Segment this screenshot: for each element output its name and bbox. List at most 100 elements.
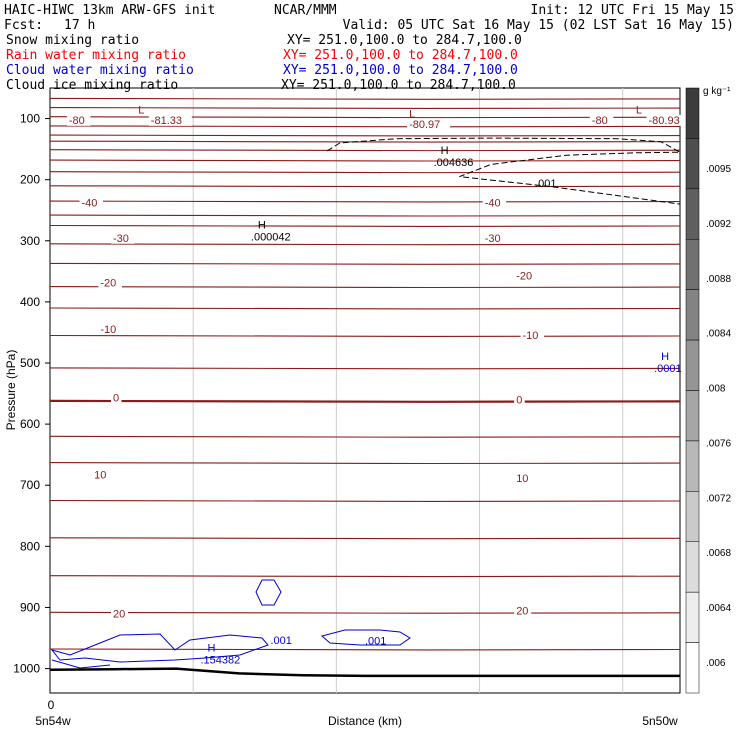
colorbar-swatch [685,87,700,139]
isotherm-label: -20 [100,277,116,289]
y-tick-label: 400 [20,295,40,309]
colorbar-label: .006 [706,658,726,669]
y-tick-label: 100 [20,112,40,126]
x-endpoint-left: 5n54w [35,714,71,728]
isotherm-line [49,214,681,217]
isotherm-line [49,575,681,578]
extremum-value: .0001 [654,363,682,375]
y-tick-label: 1000 [13,662,40,676]
isotherm-label-bg [482,232,507,244]
isotherm-label: 10 [94,469,106,481]
colorbar-label: .008 [706,384,726,395]
y-tick-label: 800 [20,539,40,553]
legend-range: XY= 251.0,100.0 to 284.7,100.0 [283,48,518,63]
org-label: NCAR/MMM [274,3,337,18]
isotherm-line [49,462,681,465]
temperature-contours: -80 -81.33 -80.97 -80 -80.93 -40 -40 -30 -30 -20 -… [49,97,690,651]
extremum-marker: L [636,105,642,117]
valid-time: Valid: 05 UTC Sat 16 May 15 (02 LST Sat … [343,18,734,33]
isotherm-label-bg [482,197,507,209]
isotherm-line [49,224,681,227]
colorbar-swatch [685,541,700,593]
isotherm-label-bg [514,270,538,282]
isotherm-label-bg [514,605,532,617]
isotherm-label: -20 [516,271,532,283]
colorbar-swatch [685,339,700,391]
isotherm-label-bg [520,329,544,341]
isotherm-label-bg [98,277,122,289]
legend-label: Cloud water mixing ratio [6,63,194,78]
isotherm-line [49,648,681,651]
cloud-water-contour-mid [320,629,411,646]
isotherm-line [49,97,681,100]
fcst-label: Fcst: [4,18,43,33]
colorbar-unit: g kg⁻¹ [703,86,731,97]
isotherm-line [49,243,681,246]
y-tick-label: 300 [20,234,40,248]
isotherm-label-bg [79,197,103,209]
y-tick-label: 600 [20,417,40,431]
snow-contours [326,137,682,205]
colorbar-label: .0072 [706,493,731,504]
colorbar-label: .0088 [706,274,731,285]
y-tick-label: 700 [20,478,40,492]
y-axis-title: Pressure (hPa) [4,350,18,431]
y-axis-ticks: 100 200 300 400 500 600 700 800 900 1000 [13,112,50,676]
isotherm-label: 0 [516,395,522,407]
colorbar-label: .0068 [706,548,731,559]
isotherm-label-bg [92,469,110,481]
colorbar-label: .0092 [706,219,731,230]
isotherm-line [49,499,681,502]
isotherm-label-bg [514,472,532,484]
x-axis-title: Distance (km) [328,714,402,728]
isotherm-line [49,116,681,119]
isotherm-label-bg [66,114,91,126]
cloud-water-contour-left [50,633,269,663]
legend-range: XY= 251.0,100.0 to 284.7,100.0 [281,78,516,93]
legend-label: Snow mixing ratio [6,33,139,48]
isotherm-label-bg [111,608,128,620]
isotherm-label: 0 [113,392,119,404]
isotherm-label-bg [589,114,614,126]
cloud-water-contours [50,579,411,669]
colorbar-swatch [685,440,700,492]
isotherm-label: 20 [516,606,528,618]
isotherm-line [49,171,681,174]
fcst-value: 17 h [64,18,95,33]
init-time: Init: 12 UTC Fri 15 May 15 [531,3,735,18]
x-tick-0: 0 [48,698,55,712]
extremum-marker: H [441,145,449,157]
isotherm-line [49,134,681,137]
isotherm-line [49,399,681,403]
cloud-water-contour-hex [255,579,282,606]
y-tick-label: 500 [20,356,40,370]
isotherm-line [49,107,681,110]
isotherm-label-bg [148,114,192,126]
colorbar-label: .0084 [706,329,731,340]
cloud-water-contour-left-inner [51,659,111,669]
contour-label: .001 [271,635,292,647]
colorbar-swatch [685,591,700,643]
x-endpoint-right: 5n50w [642,714,678,728]
isotherm-label: -80 [69,115,85,127]
colorbar-swatch [685,491,700,543]
isotherm-label: -30 [485,233,501,245]
isotherm-label-bg [111,392,122,404]
isotherm-label: -81.33 [151,115,182,127]
isotherm-label-bg [98,323,122,335]
isotherm-line [49,125,681,128]
isotherm-line [49,262,681,265]
colorbar-swatch [685,289,700,341]
extrema-labels: L L LH.004636H.000042H.0001H.154382.001.00… [138,105,681,667]
y-tick-label: 900 [20,600,40,614]
isotherm-label: -10 [100,324,116,336]
y-tick-label: 200 [20,173,40,187]
isotherm-label: 10 [516,473,528,485]
isotherm-line [49,334,681,337]
legend: Snow mixing ratio XY= 251.0,100.0 to 284.… [6,33,522,93]
extremum-value: .000042 [251,232,291,244]
isotherm-label-bg [407,119,451,131]
extremum-marker: H [258,220,266,232]
isotherm-label: -40 [82,197,98,209]
